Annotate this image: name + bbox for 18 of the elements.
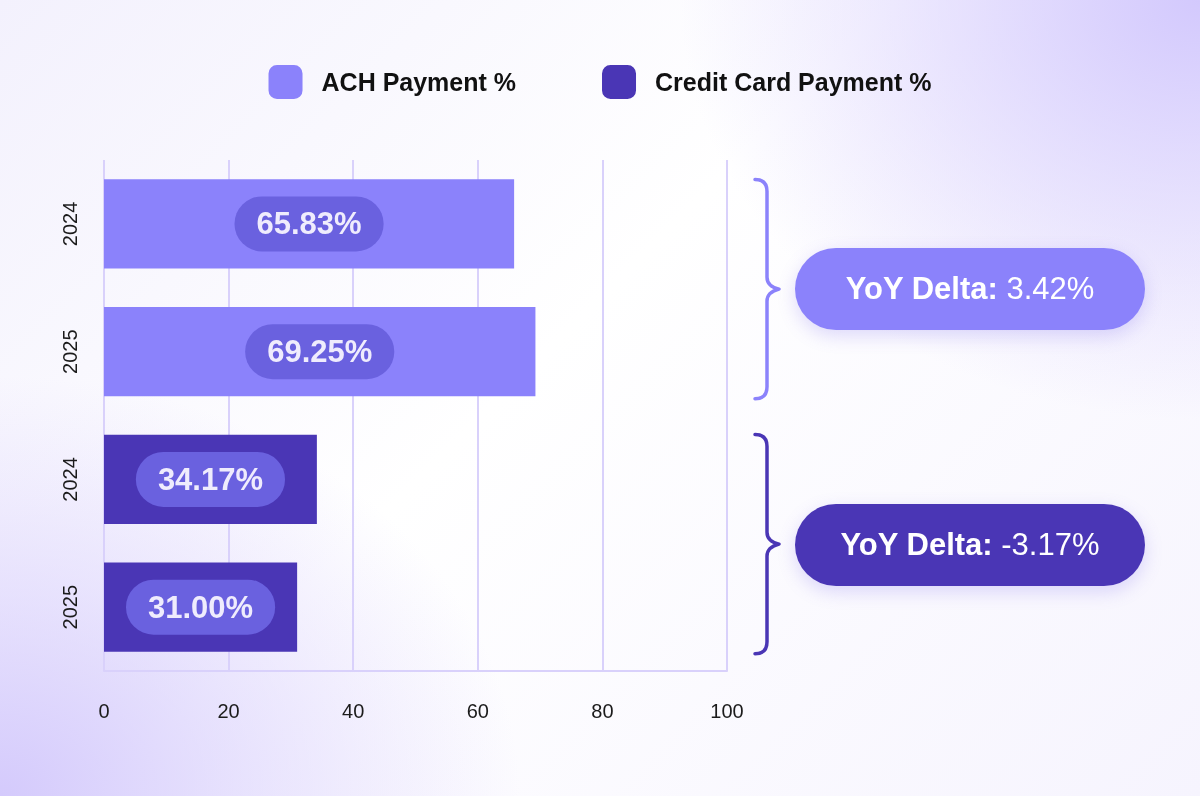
y-tick-label: 2025 — [59, 584, 81, 630]
legend-label: Credit Card Payment % — [655, 68, 932, 96]
y-tick-label: 2024 — [59, 457, 81, 502]
x-tick-label: 100 — [710, 700, 744, 722]
x-tick-label: 60 — [466, 700, 489, 722]
legend-label: ACH Payment % — [321, 68, 517, 96]
x-tick-label: 80 — [591, 700, 614, 722]
text: YoY Delta: -3.17% — [840, 526, 1100, 562]
data-label: 31.00% — [147, 589, 254, 625]
x-tick-label: 20 — [217, 700, 240, 722]
y-tick-label: 2024 — [59, 201, 81, 247]
data-label: 69.25% — [267, 334, 373, 370]
data-label: 34.17% — [157, 461, 264, 497]
text: YoY Delta: 3.42% — [845, 271, 1095, 307]
y-tick-label: 2025 — [59, 329, 81, 374]
x-tick-label: 0 — [98, 700, 110, 722]
data-label: 65.83% — [256, 206, 362, 242]
x-tick-label: 40 — [342, 700, 365, 722]
